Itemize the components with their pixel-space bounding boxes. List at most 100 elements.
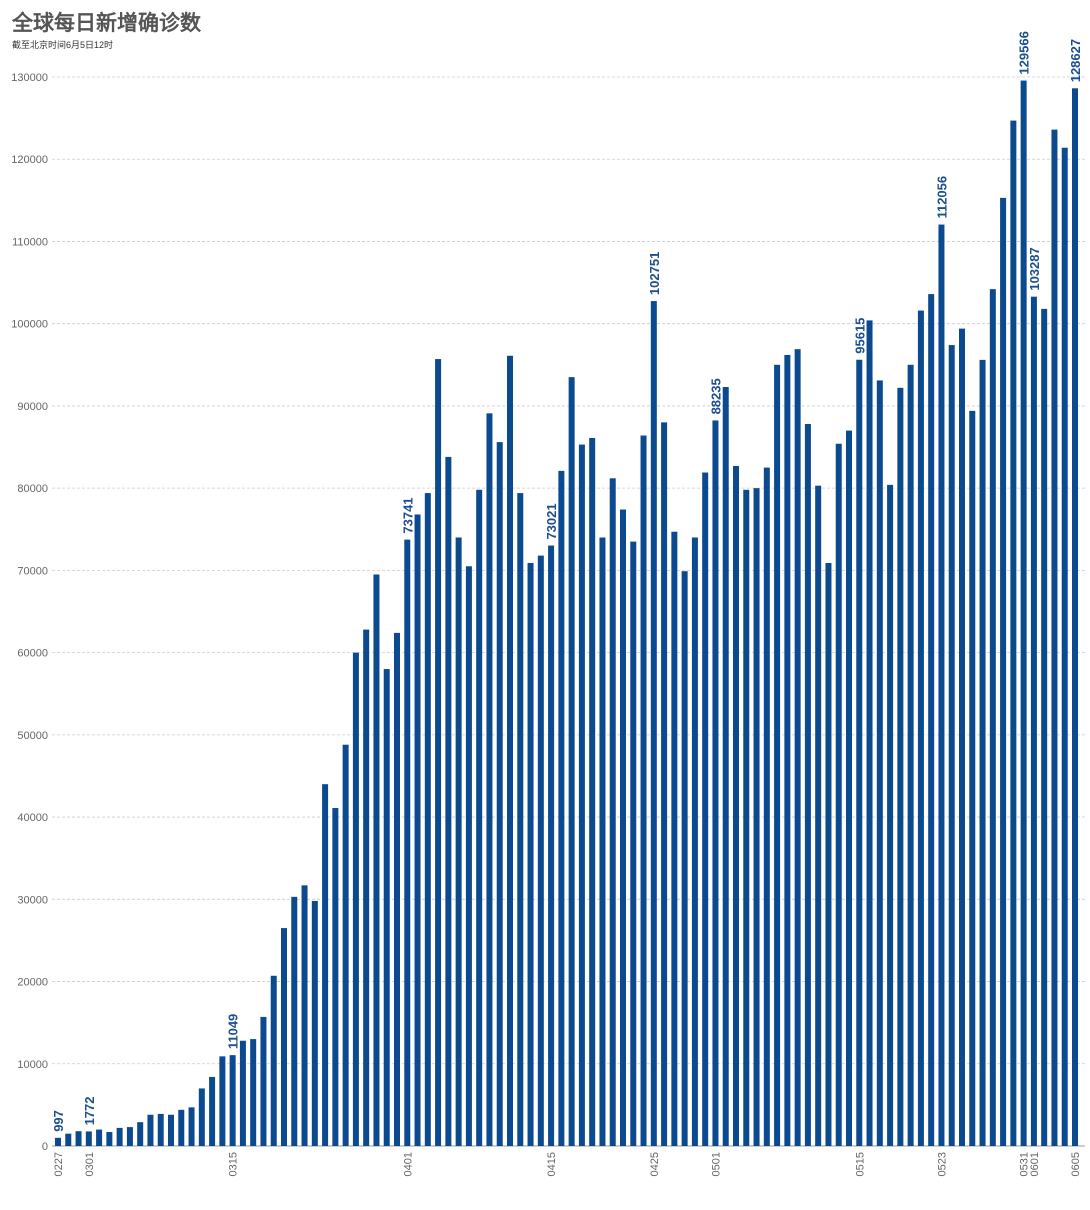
- bar: [897, 387, 904, 1147]
- bar: [363, 629, 370, 1146]
- bar: [250, 1039, 257, 1146]
- y-tick-label: 110000: [12, 236, 48, 248]
- bar: [178, 1109, 185, 1146]
- bar: [414, 514, 421, 1146]
- bar: [589, 437, 596, 1147]
- y-tick-label: 10000: [17, 1059, 48, 1071]
- chart-subtitle: 截至北京时间6月5日12时: [12, 39, 113, 50]
- y-tick-label: 90000: [17, 401, 48, 413]
- bar: [291, 896, 298, 1146]
- value-label: 1772: [82, 1097, 97, 1126]
- bar: [55, 1137, 61, 1146]
- bar: [661, 422, 668, 1146]
- y-tick-label: 30000: [17, 894, 48, 906]
- bar: [311, 900, 318, 1146]
- x-tick-label: 0501: [710, 1152, 722, 1176]
- bar: [1030, 296, 1037, 1146]
- bar: [65, 1133, 72, 1146]
- bar: [774, 364, 781, 1146]
- value-label: 103287: [1027, 247, 1042, 290]
- y-tick-label: 130000: [11, 72, 48, 84]
- value-label: 11049: [226, 1014, 241, 1049]
- bar: [568, 377, 575, 1146]
- bar: [352, 652, 359, 1146]
- bar: [507, 355, 513, 1146]
- bar: [188, 1107, 195, 1146]
- x-tick-label: 0531: [1019, 1152, 1031, 1176]
- bar: [445, 456, 452, 1147]
- bar: [702, 472, 709, 1146]
- bar: [137, 1122, 144, 1146]
- bar: [948, 345, 955, 1147]
- bar: [126, 1127, 133, 1146]
- bar: [578, 444, 585, 1146]
- bar: [198, 1088, 205, 1146]
- x-tick-label: 0315: [228, 1152, 240, 1176]
- bar: [496, 442, 503, 1146]
- bar: [383, 669, 390, 1146]
- bar: [1072, 88, 1078, 1146]
- y-tick-label: 60000: [17, 648, 48, 660]
- bar: [219, 1056, 226, 1146]
- x-tick-label: 0605: [1070, 1152, 1082, 1176]
- bar: [229, 1055, 236, 1146]
- bar: [96, 1129, 103, 1146]
- value-label: 88235: [708, 378, 723, 414]
- bar: [517, 493, 524, 1146]
- value-label: 95615: [852, 318, 867, 354]
- value-label: 73741: [400, 497, 415, 533]
- bar: [599, 537, 606, 1146]
- bar: [825, 562, 832, 1146]
- bar: [85, 1131, 92, 1146]
- bar: [938, 224, 945, 1147]
- bar: [404, 539, 411, 1146]
- y-tick-label: 50000: [17, 730, 48, 742]
- y-tick-label: 0: [42, 1141, 48, 1153]
- bar: [455, 537, 462, 1146]
- x-tick-label: 0523: [936, 1152, 948, 1176]
- bar: [733, 465, 739, 1146]
- value-label: 112056: [934, 176, 949, 219]
- y-tick-label: 120000: [11, 154, 48, 166]
- bar: [1010, 120, 1017, 1147]
- bar: [75, 1131, 82, 1146]
- chart-title: 全球每日新增确诊数: [11, 11, 202, 35]
- bar: [794, 349, 801, 1146]
- bar: [876, 380, 883, 1147]
- bar: [907, 364, 914, 1146]
- bar: [168, 1114, 174, 1146]
- bar: [989, 289, 996, 1146]
- bar: [106, 1132, 113, 1146]
- bar: [281, 928, 287, 1146]
- value-label: 129566: [1017, 31, 1032, 74]
- bar: [116, 1127, 123, 1146]
- bar: [301, 885, 308, 1146]
- x-tick-label: 0401: [402, 1152, 414, 1176]
- bar: [609, 478, 616, 1147]
- bar: [1041, 308, 1048, 1147]
- bar: [866, 320, 873, 1146]
- bar: [147, 1114, 154, 1146]
- x-tick-label: 0227: [53, 1152, 65, 1176]
- value-label: 128627: [1068, 39, 1083, 82]
- y-tick-label: 70000: [17, 565, 48, 577]
- bar: [959, 328, 965, 1146]
- y-tick-label: 40000: [17, 812, 48, 824]
- bar: [784, 354, 791, 1146]
- bar: [804, 424, 811, 1146]
- bar: [630, 541, 637, 1146]
- bar: [270, 975, 277, 1146]
- bar: [928, 294, 935, 1146]
- bar: [846, 430, 852, 1147]
- y-tick-label: 20000: [17, 977, 48, 989]
- x-tick-label: 0515: [854, 1152, 866, 1176]
- bar: [527, 562, 534, 1146]
- x-tick-label: 0301: [84, 1152, 96, 1176]
- bar: [465, 566, 472, 1146]
- y-tick-label: 80000: [17, 483, 48, 495]
- bar: [691, 537, 698, 1146]
- bar: [969, 410, 976, 1146]
- bar: [1051, 129, 1058, 1146]
